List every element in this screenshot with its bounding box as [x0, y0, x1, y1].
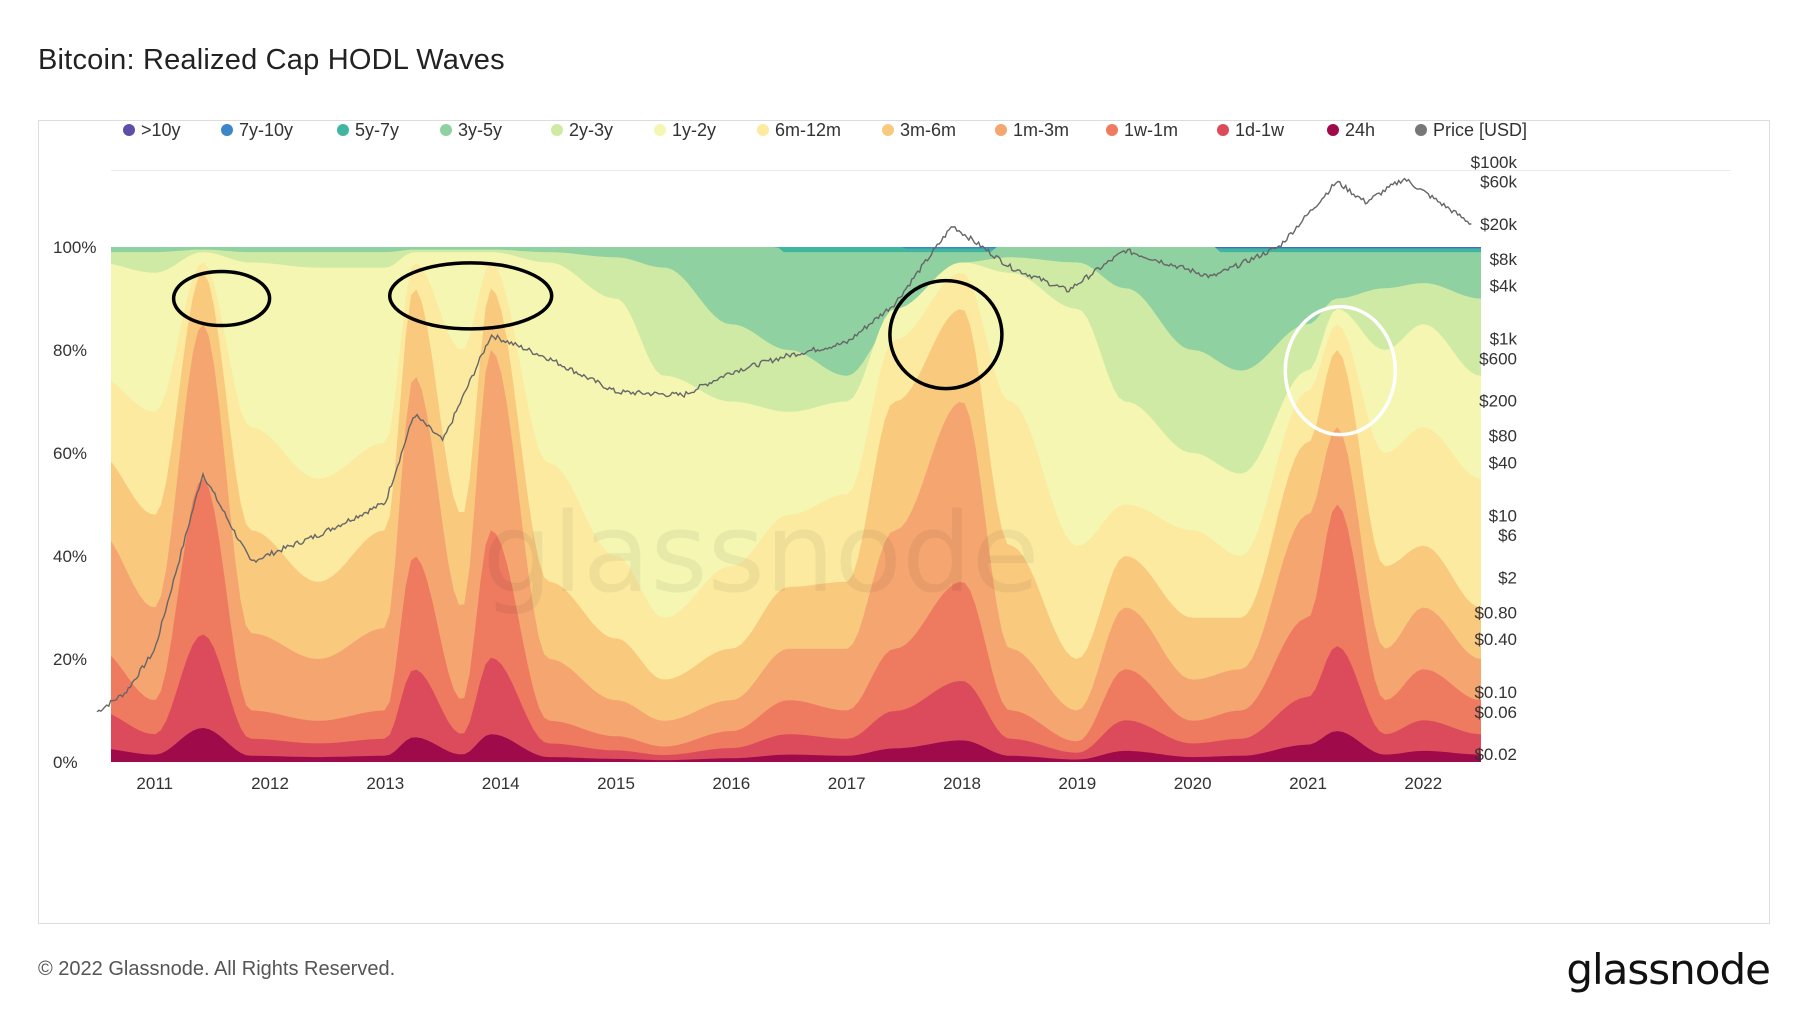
band-1d-1w	[111, 634, 1481, 762]
x-tick-label: 2015	[597, 774, 635, 793]
chart-panel: >10y 7y-10y 5y-7y 3y-5y 2y-3y 1y-2y 6m-12m 3m-6…	[38, 120, 1770, 924]
band-1m-3m	[111, 324, 1481, 762]
legend-swatch	[882, 124, 894, 136]
right-tick-label: $0.02	[1474, 745, 1517, 764]
legend-item--10y[interactable]: >10y	[123, 121, 181, 140]
right-tick-label: $80	[1489, 427, 1517, 446]
page-title: Bitcoin: Realized Cap HODL Waves	[38, 44, 505, 76]
legend-swatch	[1327, 124, 1339, 136]
right-tick-label: $6	[1498, 526, 1517, 545]
legend-swatch	[221, 124, 233, 136]
x-tick-label: 2022	[1404, 774, 1442, 793]
legend-label: 1m-3m	[1013, 121, 1069, 140]
right-axis: $0.02 $0.06$0.10 $0.40 $0.80 $2 $6$10 $40 $80 $2…	[1471, 153, 1518, 764]
watermark-text: glassnode	[483, 489, 1040, 617]
right-tick-label: $2	[1498, 568, 1517, 587]
legend-swatch	[1106, 124, 1118, 136]
right-tick-label: $1k	[1490, 330, 1518, 349]
legend-item-3m-6m[interactable]: 3m-6m	[882, 121, 956, 140]
legend-label: 2y-3y	[569, 121, 613, 140]
left-tick-label: 100%	[53, 238, 96, 257]
legend-item-price-usd-[interactable]: Price [USD]	[1415, 121, 1527, 140]
legend-swatch	[1217, 124, 1229, 136]
right-tick-label: $0.10	[1474, 683, 1517, 702]
right-tick-label: $10	[1489, 507, 1517, 526]
legend-swatch	[440, 124, 452, 136]
price-line	[96, 177, 1472, 713]
legend-swatch	[654, 124, 666, 136]
band-1w-1m	[111, 478, 1481, 762]
legend-label: 6m-12m	[775, 121, 841, 140]
x-tick-label: 2017	[828, 774, 866, 793]
left-tick-label: 40%	[53, 547, 87, 566]
legend-swatch	[123, 124, 135, 136]
x-tick-label: 2011	[136, 774, 173, 793]
x-axis: 2011 2012 2013 2014 2015 2016 2017 2018 2019 2020…	[136, 774, 1442, 793]
legend-label: 1w-1m	[1124, 121, 1178, 140]
x-tick-label: 2012	[251, 774, 289, 793]
legend-item-1w-1m[interactable]: 1w-1m	[1106, 121, 1178, 140]
legend-label: 3y-5y	[458, 121, 502, 140]
x-tick-label: 2014	[482, 774, 520, 793]
legend-item-1m-3m[interactable]: 1m-3m	[995, 121, 1069, 140]
annotation-circles	[171, 261, 1398, 437]
legend-item-5y-7y[interactable]: 5y-7y	[337, 121, 399, 140]
legend-label: >10y	[141, 121, 181, 140]
legend-item-1d-1w[interactable]: 1d-1w	[1217, 121, 1285, 140]
annotation-circle-4	[1283, 304, 1398, 437]
left-tick-label: 20%	[53, 650, 87, 669]
legend-swatch	[1415, 124, 1427, 136]
right-tick-label: $100k	[1471, 153, 1518, 172]
right-tick-label: $0.80	[1474, 603, 1517, 622]
legend-swatch	[995, 124, 1007, 136]
left-tick-label: 60%	[53, 444, 87, 463]
x-tick-label: 2019	[1058, 774, 1096, 793]
price-line-group	[96, 177, 1472, 713]
x-tick-label: 2013	[366, 774, 404, 793]
left-tick-label: 80%	[53, 341, 87, 360]
right-tick-label: $60k	[1480, 173, 1517, 192]
legend-label: 24h	[1345, 121, 1375, 140]
legend-label: Price [USD]	[1433, 121, 1527, 140]
glassnode-logo: glassnode	[1566, 945, 1771, 994]
annotation-circle-1	[171, 269, 272, 328]
legend-label: 1d-1w	[1235, 121, 1285, 140]
right-tick-label: $0.06	[1474, 703, 1517, 722]
x-tick-label: 2016	[712, 774, 750, 793]
right-tick-label: $600	[1479, 349, 1517, 368]
x-tick-label: 2020	[1174, 774, 1212, 793]
hodl-wave-bands	[111, 247, 1481, 762]
legend-swatch	[757, 124, 769, 136]
x-tick-label: 2021	[1289, 774, 1327, 793]
legend-item-7y-10y[interactable]: 7y-10y	[221, 121, 293, 140]
legend-label: 1y-2y	[672, 121, 716, 140]
right-tick-label: $4k	[1490, 277, 1518, 296]
right-tick-label: $40	[1489, 453, 1517, 472]
copyright-footer: © 2022 Glassnode. All Rights Reserved.	[38, 958, 396, 980]
left-tick-label: 0%	[53, 753, 78, 772]
left-axis: 0% 20% 40% 60% 80% 100%	[53, 238, 96, 772]
legend-item-1y-2y[interactable]: 1y-2y	[654, 121, 716, 140]
legend-label: 3m-6m	[900, 121, 956, 140]
legend-swatch	[337, 124, 349, 136]
legend-item-6m-12m[interactable]: 6m-12m	[757, 121, 841, 140]
legend-label: 5y-7y	[355, 121, 399, 140]
right-tick-label: $20k	[1480, 215, 1517, 234]
legend-item-24h[interactable]: 24h	[1327, 121, 1375, 140]
annotation-circle-3	[888, 278, 1004, 391]
band-24h	[111, 728, 1481, 762]
legend-item-3y-5y[interactable]: 3y-5y	[440, 121, 502, 140]
legend-swatch	[551, 124, 563, 136]
chart-legend: >10y 7y-10y 5y-7y 3y-5y 2y-3y 1y-2y 6m-12m 3m-6…	[123, 121, 1527, 140]
legend-label: 7y-10y	[239, 121, 293, 140]
x-tick-label: 2018	[943, 774, 981, 793]
right-tick-label: $200	[1479, 392, 1517, 411]
annotation-circle-2	[387, 261, 554, 331]
hodl-waves-chart: >10y 7y-10y 5y-7y 3y-5y 2y-3y 1y-2y 6m-12m 3m-6…	[53, 121, 1731, 793]
legend-item-2y-3y[interactable]: 2y-3y	[551, 121, 613, 140]
right-tick-label: $0.40	[1474, 630, 1517, 649]
right-tick-label: $8k	[1490, 250, 1518, 269]
